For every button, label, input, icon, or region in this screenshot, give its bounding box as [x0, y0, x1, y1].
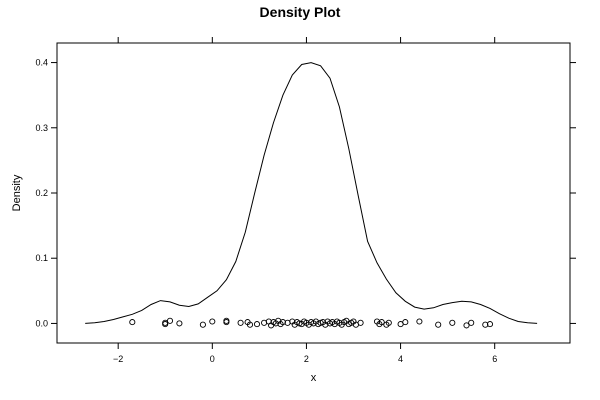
x-tick-label: 0 — [210, 354, 215, 364]
x-axis-label: x — [311, 372, 317, 384]
data-point — [199, 321, 206, 328]
y-tick-label: 0.3 — [35, 123, 48, 133]
y-axis-right — [570, 62, 576, 324]
data-point — [223, 317, 230, 324]
data-point — [209, 318, 216, 325]
data-point — [176, 320, 183, 327]
y-tick-label: 0.0 — [35, 318, 48, 328]
data-point — [435, 321, 442, 328]
y-axis-label: Density — [11, 174, 23, 211]
data-point — [253, 321, 261, 328]
data-point — [463, 322, 470, 329]
data-point — [246, 321, 254, 328]
data-points-layer — [129, 317, 494, 329]
x-tick-label: 4 — [398, 354, 403, 364]
density-curve — [85, 62, 538, 324]
y-tick-label: 0.1 — [35, 253, 48, 263]
data-point — [416, 318, 423, 325]
y-tick-label: 0.4 — [35, 58, 48, 68]
x-tick-label: 6 — [492, 354, 497, 364]
data-point — [385, 319, 392, 326]
data-point — [468, 319, 475, 326]
y-tick-label: 0.2 — [35, 188, 48, 198]
data-point — [357, 319, 364, 326]
data-point — [166, 317, 174, 324]
density-curve-layer — [85, 62, 538, 324]
plot-frame — [56, 42, 571, 344]
data-point — [237, 319, 244, 326]
y-axis-left: 0.0 0.1 0.2 0.3 0.4 — [35, 58, 57, 328]
x-axis-top — [117, 37, 496, 43]
x-tick-label: 2 — [304, 354, 309, 364]
data-point — [482, 321, 489, 328]
x-axis-bottom: −2 0 2 4 6 — [113, 343, 497, 364]
chart-title: Density Plot — [260, 4, 341, 20]
data-point — [449, 319, 456, 326]
data-point — [402, 319, 409, 326]
data-point — [378, 319, 385, 326]
data-point — [486, 321, 494, 328]
data-point — [129, 319, 136, 326]
x-tick-label: −2 — [113, 354, 123, 364]
